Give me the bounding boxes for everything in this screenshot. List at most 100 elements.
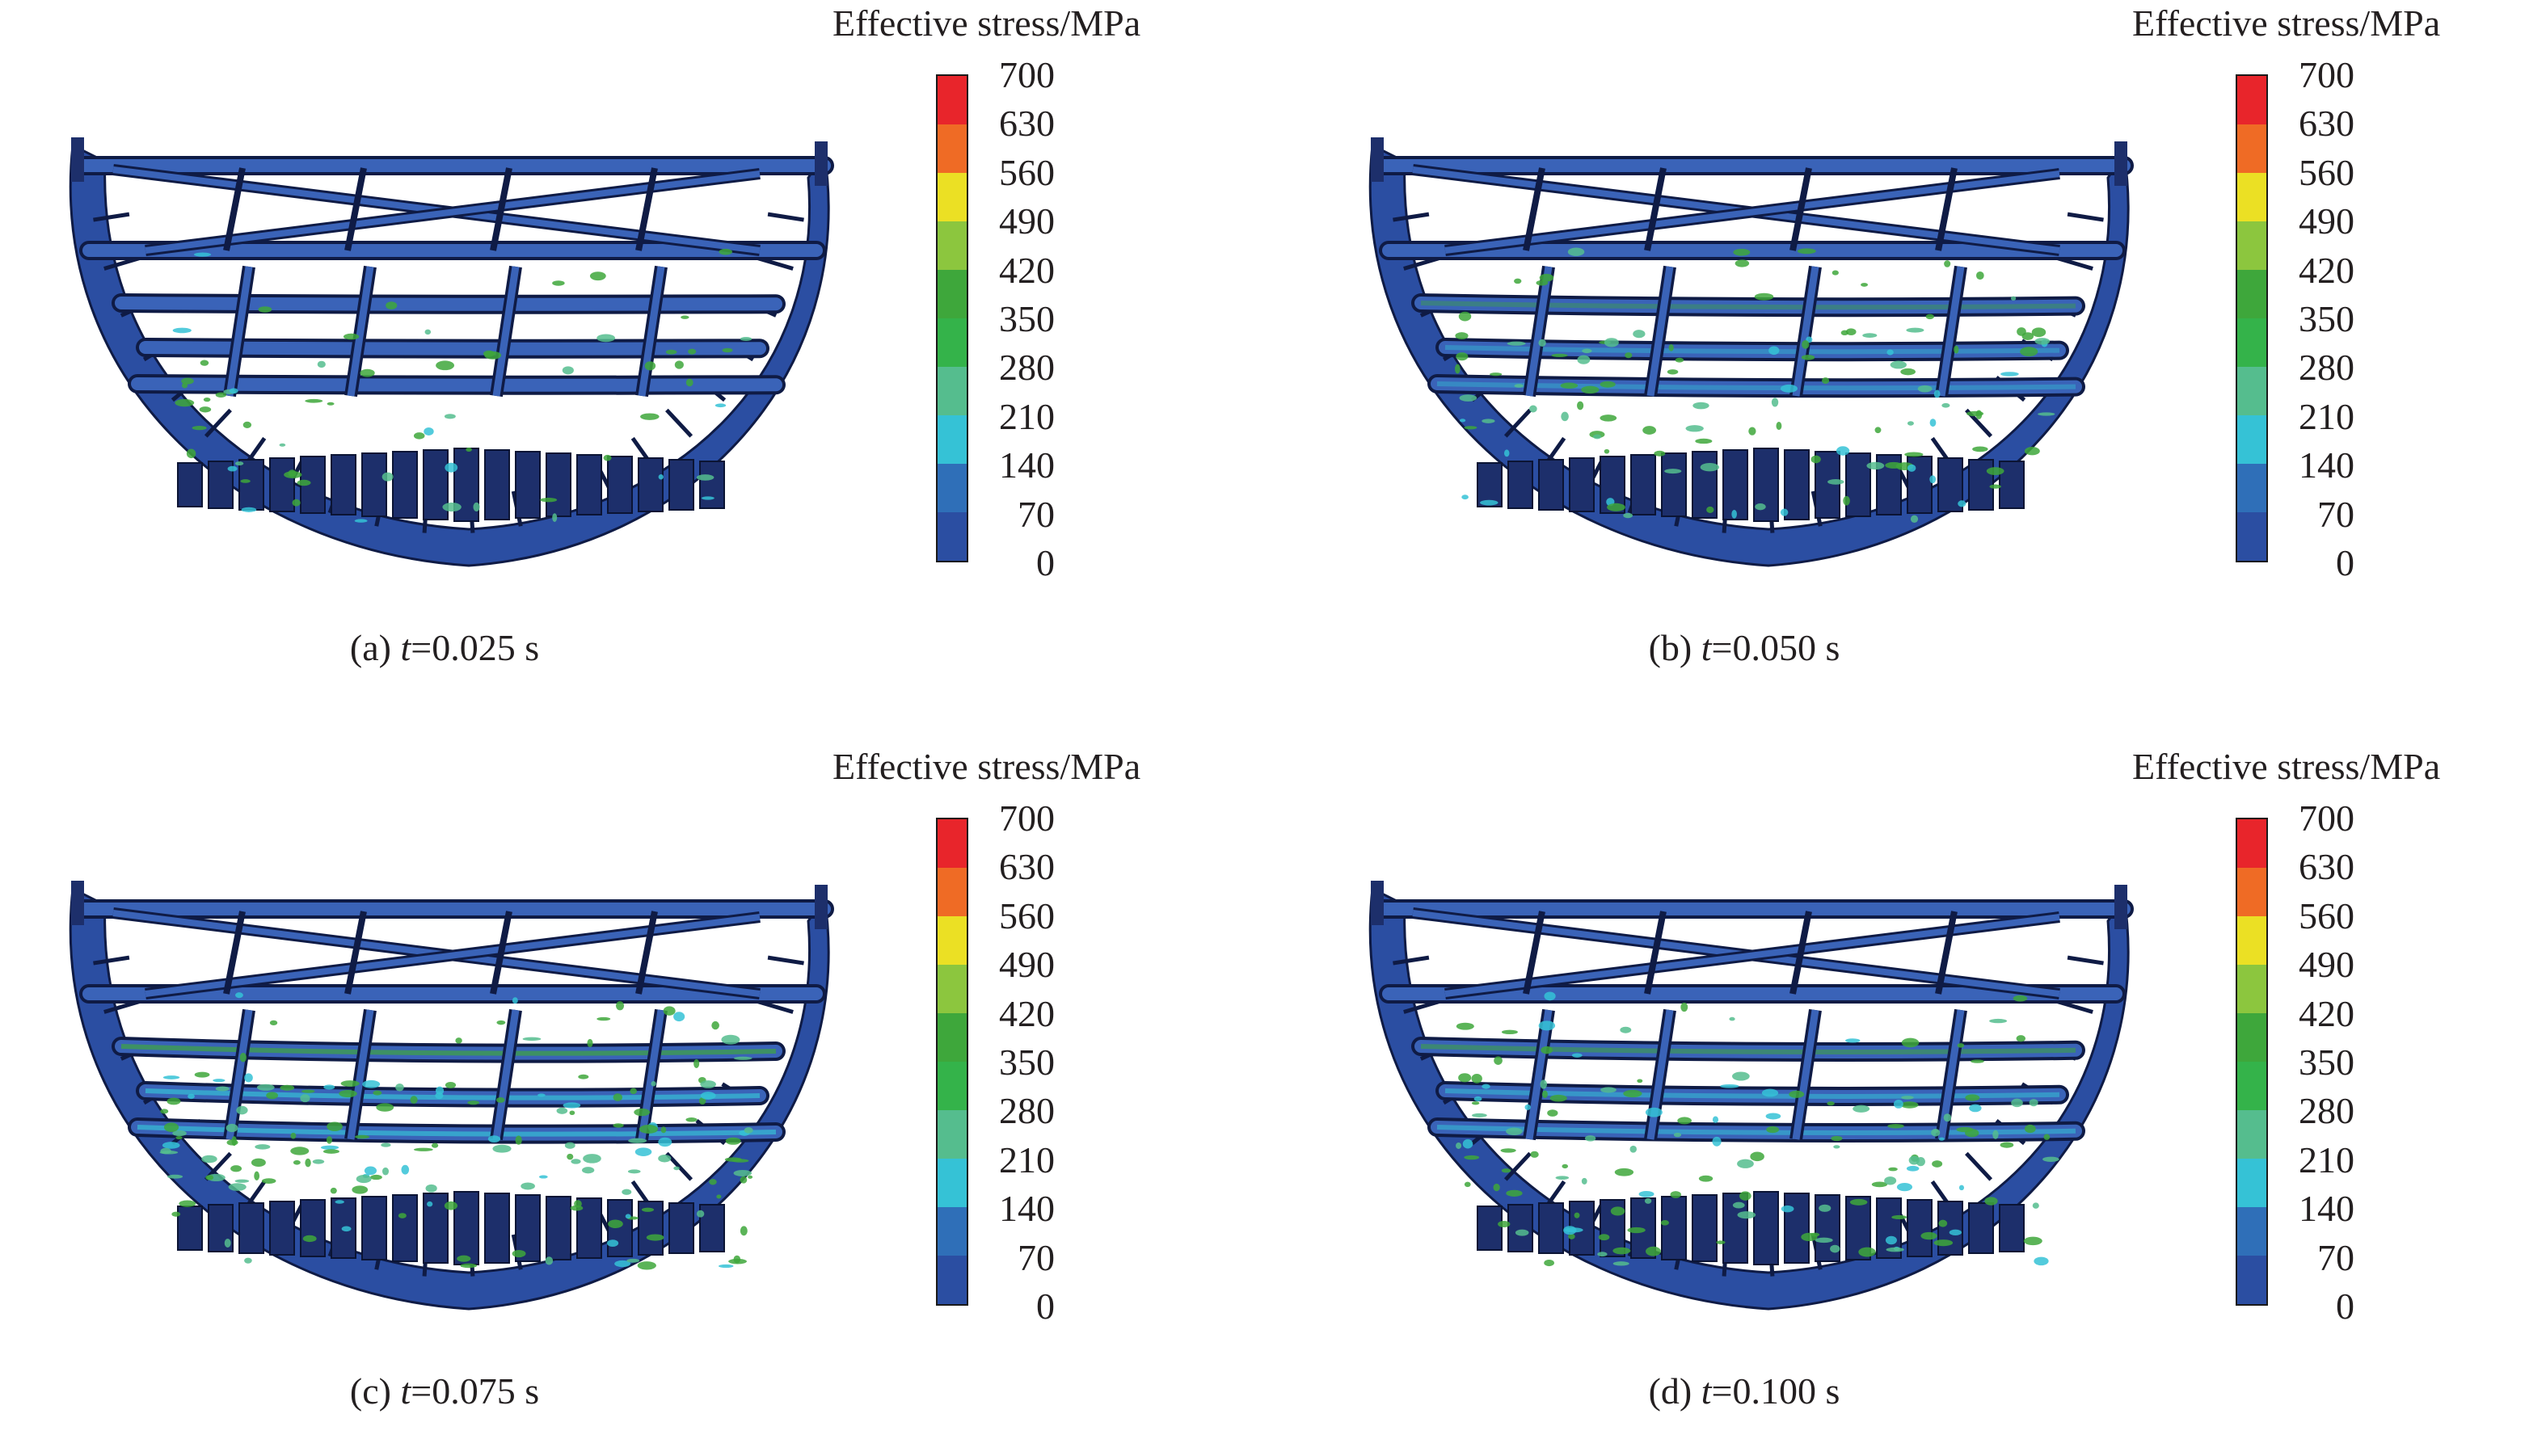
- stress-hotspot: [587, 1038, 593, 1048]
- bottom-cell: [1968, 1202, 1994, 1254]
- bottom-cell: [1845, 1196, 1871, 1260]
- stress-hotspot: [167, 1174, 183, 1179]
- stress-hotspot: [1731, 509, 1737, 519]
- stress-hotspot: [1901, 1037, 1920, 1048]
- stress-hotspot: [1490, 372, 1503, 377]
- stress-hotspot: [1646, 1246, 1661, 1256]
- lower-stanchion: [226, 1009, 253, 1140]
- stress-hotspot: [1887, 1124, 1904, 1129]
- stress-hotspot: [1577, 401, 1584, 410]
- colorbar-tick-label: 0: [1036, 1286, 1055, 1327]
- stress-hotspot: [410, 1096, 418, 1105]
- stress-hotspot: [1975, 271, 1984, 280]
- stress-hotspot: [200, 360, 209, 366]
- stress-hotspot: [1885, 1235, 1897, 1245]
- caption-label: (a): [349, 627, 401, 668]
- stress-hotspot: [1507, 341, 1526, 346]
- colorbar-tick-label: 490: [2299, 200, 2354, 242]
- stress-hotspot: [227, 465, 238, 472]
- stress-hotspot: [175, 398, 195, 407]
- stress-hotspot: [1670, 1191, 1681, 1198]
- colorbar-tick-label: 630: [2299, 846, 2354, 888]
- stress-hotspot: [269, 1020, 278, 1025]
- stress-hotspot: [317, 360, 326, 368]
- stress-hotspot: [1761, 1088, 1779, 1097]
- stress-hotspot: [1501, 1168, 1511, 1173]
- stress-hotspot: [236, 1105, 248, 1115]
- stress-hotspot: [665, 349, 677, 355]
- stress-hotspot: [1766, 1126, 1780, 1134]
- stress-hotspot: [733, 1255, 741, 1264]
- stanchion: [1644, 911, 1667, 995]
- stress-hotspot: [1551, 353, 1568, 357]
- stress-hotspot: [322, 1149, 339, 1154]
- stress-hotspot: [1739, 1191, 1751, 1201]
- stress-hotspot: [1944, 260, 1951, 267]
- stress-hotspot: [663, 1006, 676, 1016]
- colorbar-segment: [2237, 868, 2266, 916]
- colorbar-tick-label: 140: [999, 1188, 1055, 1230]
- colorbar-tick-label: 420: [999, 249, 1055, 291]
- stress-hotspot: [1458, 311, 1472, 322]
- stress-hotspot: [1529, 405, 1537, 413]
- stress-hotspot: [230, 1165, 242, 1172]
- stress-hotspot: [1750, 1151, 1764, 1162]
- stress-hotspot: [1720, 1084, 1739, 1088]
- stress-hotspot: [1754, 292, 1774, 301]
- stress-hotspot: [2020, 347, 2038, 357]
- bottom-cell: [638, 457, 664, 512]
- colorbar-segment: [2237, 173, 2266, 221]
- bottom-cell: [1999, 461, 2025, 509]
- stress-hotspot: [199, 406, 212, 413]
- stress-hotspot: [435, 1092, 444, 1100]
- stress-hotspot: [192, 426, 207, 431]
- stress-hotspot: [1459, 394, 1477, 402]
- stress-hotspot: [537, 1093, 546, 1097]
- stress-hotspot: [1831, 1135, 1843, 1142]
- stress-hotspot: [1768, 346, 1780, 356]
- hull-frame: [767, 955, 804, 966]
- colorbar-segment: [938, 512, 967, 561]
- colorbar-ticks: 700 630 560 490 420 350 280 210 140 70 0: [978, 57, 1067, 582]
- stress-hotspot: [1984, 1197, 1998, 1206]
- side-post: [71, 881, 84, 925]
- stress-hotspot: [748, 1175, 753, 1179]
- stress-hotspot: [721, 1034, 740, 1045]
- stress-hotspot: [1815, 1237, 1833, 1243]
- stress-hotspot: [1941, 402, 1950, 408]
- colorbar-tick-label: 280: [2299, 347, 2354, 389]
- stress-hotspot: [1541, 1090, 1548, 1099]
- stress-hotspot: [709, 1179, 717, 1185]
- stress-hotspot: [266, 1092, 279, 1100]
- lower-stanchion: [1525, 266, 1553, 397]
- stress-hotspot: [162, 1142, 180, 1149]
- stress-hotspot: [627, 1169, 641, 1174]
- stress-hotspot: [1765, 1113, 1781, 1120]
- stress-hotspot: [1544, 1259, 1554, 1267]
- stress-hotspot: [445, 462, 458, 473]
- side-post: [1371, 137, 1384, 182]
- stress-hotspot: [327, 1121, 343, 1132]
- stress-hotspot: [596, 1016, 611, 1021]
- stress-hotspot: [162, 1075, 180, 1079]
- stress-hotspot: [521, 1182, 535, 1190]
- colorbar-tick-label: 420: [2299, 992, 2354, 1034]
- hull-frame: [767, 212, 804, 222]
- caption-variable: t: [1701, 627, 1712, 668]
- colorbar-tick-label: 0: [2336, 1286, 2354, 1327]
- stress-hotspot: [562, 366, 574, 375]
- panel-d: Effective stress/MPa 700 630 560 490 420 350 2…: [1300, 743, 2546, 1456]
- colorbar-segment: [2237, 1110, 2266, 1159]
- stress-hotspot: [740, 337, 752, 342]
- stress-hotspot: [312, 1159, 325, 1164]
- colorbar-tick-label: 420: [2299, 249, 2354, 291]
- colorbar-tick-label: 560: [999, 151, 1055, 193]
- stress-hotspot: [2038, 412, 2055, 416]
- panel-b: Effective stress/MPa 700 630 560 490 420 350 2…: [1300, 0, 2546, 713]
- colorbar-segment: [2237, 76, 2266, 124]
- stress-hotspot: [596, 334, 616, 343]
- stanchion: [635, 167, 658, 251]
- stress-hotspot: [354, 519, 368, 523]
- colorbar-ticks: 700 630 560 490 420 350 280 210 140 70 0: [2278, 800, 2367, 1325]
- stress-hotspot: [213, 1079, 226, 1083]
